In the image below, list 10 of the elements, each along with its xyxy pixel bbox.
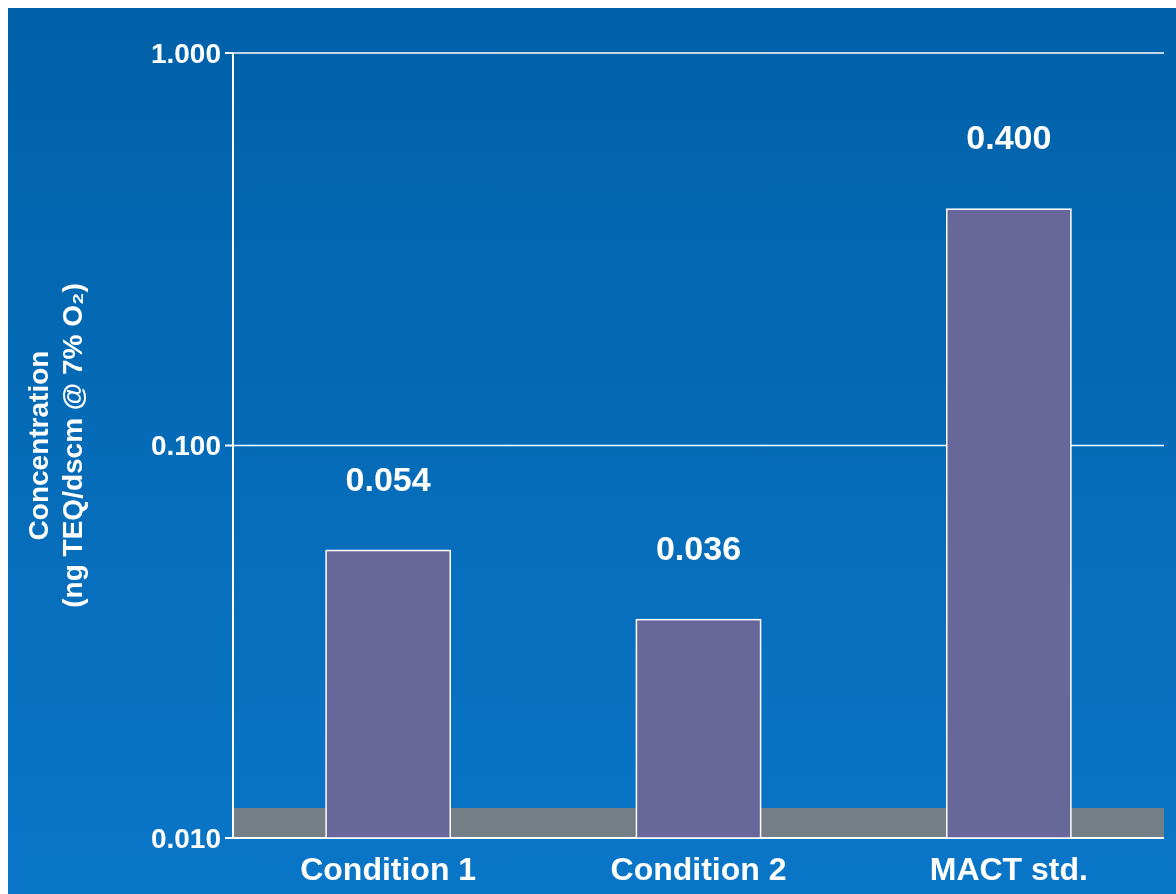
x-tick-label: MACT std. bbox=[929, 851, 1088, 887]
x-tick-label: Condition 2 bbox=[610, 851, 787, 887]
x-tick-label: Condition 1 bbox=[300, 851, 477, 887]
data-label: 0.400 bbox=[966, 118, 1052, 157]
y-tick-label: 0.010 bbox=[150, 822, 221, 854]
y-axis-title: Concentration (ng TEQ/dscm @ 7% O₂) bbox=[23, 283, 88, 608]
data-label: 0.054 bbox=[345, 459, 431, 498]
y-tick-label: 1.000 bbox=[150, 37, 221, 69]
y-tick-label: 0.100 bbox=[150, 430, 221, 462]
data-label: 0.036 bbox=[655, 528, 742, 567]
